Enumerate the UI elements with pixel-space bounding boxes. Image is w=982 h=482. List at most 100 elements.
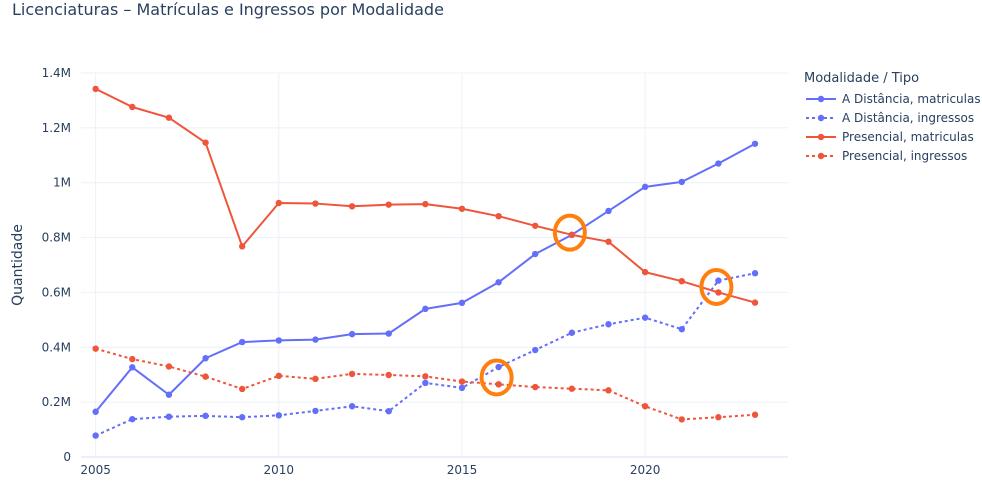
highlight-circle xyxy=(699,267,734,306)
data-point xyxy=(751,270,759,277)
data-point xyxy=(92,85,99,93)
data-point xyxy=(202,412,209,420)
chart-title: Licenciaturas – Matrículas e Ingressos p… xyxy=(12,0,444,19)
data-point xyxy=(678,277,685,285)
data-point xyxy=(275,412,283,419)
data-point xyxy=(422,379,429,387)
data-point xyxy=(165,413,173,420)
highlight-circle xyxy=(479,358,514,397)
y-tick-label: 0.2M xyxy=(42,395,71,409)
data-point xyxy=(605,321,612,328)
data-point xyxy=(495,363,502,371)
legend-swatch-marker xyxy=(817,114,825,122)
data-point xyxy=(605,387,612,394)
data-point xyxy=(238,243,246,250)
y-tick-label: 0.8M xyxy=(42,231,71,245)
data-point xyxy=(422,373,429,380)
data-point xyxy=(129,355,136,363)
legend-item: A Distância, matriculas xyxy=(806,92,981,106)
legend-label: A Distância, matriculas xyxy=(842,92,981,106)
data-point xyxy=(641,403,649,410)
x-tick-label: 2005 xyxy=(80,463,111,477)
data-point xyxy=(129,103,136,111)
data-point xyxy=(495,212,502,220)
highlight-circle xyxy=(552,213,587,252)
data-point xyxy=(532,383,539,391)
axes: 0 0.2M 0.4M 0.6M 0.8M 1M 1.2M 1.4M 2005 2010 2015 2… xyxy=(10,66,660,477)
legend-swatch-marker xyxy=(817,152,825,160)
x-tick-label: 2020 xyxy=(630,463,661,477)
data-point xyxy=(458,299,466,307)
legend-item: Presencial, ingressos xyxy=(806,149,967,163)
data-point xyxy=(532,250,539,258)
data-point xyxy=(532,222,539,229)
legend-label: A Distância, ingressos xyxy=(842,111,974,125)
data-point xyxy=(348,403,356,410)
data-point xyxy=(568,231,576,239)
y-tick-label: 0.6M xyxy=(42,285,71,299)
data-point xyxy=(641,268,649,276)
data-point xyxy=(129,415,136,423)
data-point xyxy=(422,200,429,208)
legend-title: Modalidade / Tipo xyxy=(804,71,919,86)
data-point xyxy=(422,305,429,313)
x-tick-label: 2015 xyxy=(447,463,478,477)
data-point xyxy=(165,114,173,121)
grid-lines xyxy=(81,72,788,458)
legend-swatch-marker xyxy=(817,95,825,103)
data-point xyxy=(385,201,392,208)
legend-item: Presencial, matriculas xyxy=(806,130,974,144)
legend-label: Presencial, ingressos xyxy=(842,149,967,163)
data-point xyxy=(385,330,392,337)
y-tick-label: 1.2M xyxy=(42,121,71,135)
series-line xyxy=(95,88,756,304)
series-3 xyxy=(92,85,759,306)
series-2 xyxy=(92,270,759,439)
data-point xyxy=(568,385,576,392)
data-point xyxy=(715,160,722,167)
data-point xyxy=(678,416,685,423)
data-point xyxy=(751,299,759,306)
data-point xyxy=(312,336,319,343)
legend-item: A Distância, ingressos xyxy=(806,111,974,125)
data-point xyxy=(715,277,722,284)
data-point xyxy=(751,411,759,418)
data-point xyxy=(715,289,722,296)
data-point xyxy=(275,372,283,380)
data-point xyxy=(458,205,466,212)
data-point xyxy=(751,140,759,147)
data-point xyxy=(348,330,356,338)
series-line xyxy=(94,142,756,413)
data-point xyxy=(202,373,209,380)
data-point xyxy=(92,432,99,439)
legend: Modalidade / Tipo A Distância, matriculas… xyxy=(804,71,981,163)
data-point xyxy=(92,408,99,415)
data-point xyxy=(348,203,356,210)
data-point xyxy=(275,199,283,207)
data-point xyxy=(605,238,612,245)
data-point xyxy=(532,346,539,354)
series xyxy=(92,85,759,439)
y-axis-title: Quantidade xyxy=(10,224,26,306)
data-point xyxy=(202,355,209,362)
data-point xyxy=(165,391,173,398)
data-point xyxy=(678,178,685,186)
data-point xyxy=(568,329,576,336)
series-line xyxy=(95,272,756,437)
data-point xyxy=(458,378,466,385)
data-point xyxy=(129,364,136,371)
y-tick-label: 0.4M xyxy=(42,340,71,354)
series-4 xyxy=(92,345,759,423)
data-point xyxy=(605,207,612,215)
data-point xyxy=(641,314,649,321)
data-point xyxy=(348,370,356,378)
legend-label: Presencial, matriculas xyxy=(842,130,974,144)
data-point xyxy=(641,183,649,191)
data-point xyxy=(92,345,99,352)
data-point xyxy=(312,200,319,207)
data-point xyxy=(495,381,502,388)
data-point xyxy=(238,385,246,393)
data-point xyxy=(715,414,722,421)
